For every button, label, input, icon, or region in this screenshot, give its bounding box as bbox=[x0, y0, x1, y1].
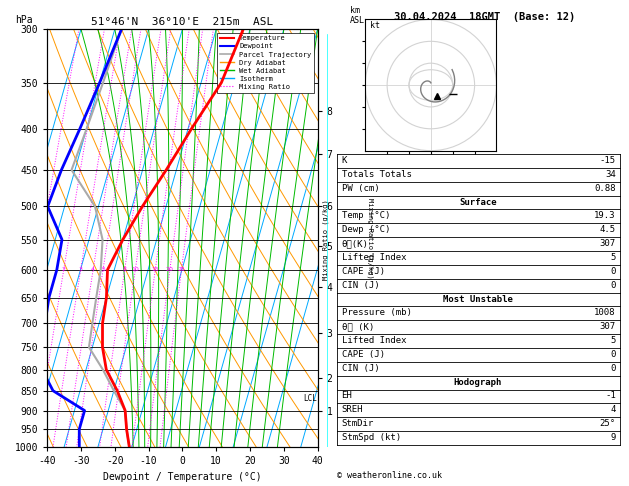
Text: SREH: SREH bbox=[342, 405, 363, 415]
Text: Dewp (°C): Dewp (°C) bbox=[342, 225, 390, 234]
Text: km
ASL: km ASL bbox=[350, 5, 365, 25]
Text: 0: 0 bbox=[610, 267, 616, 276]
Text: LCL: LCL bbox=[303, 394, 316, 403]
Text: 2: 2 bbox=[62, 267, 65, 272]
Text: Hodograph: Hodograph bbox=[454, 378, 502, 387]
Text: CIN (J): CIN (J) bbox=[342, 280, 379, 290]
Text: 25: 25 bbox=[177, 267, 186, 272]
Text: 3: 3 bbox=[79, 267, 82, 272]
Text: 307: 307 bbox=[599, 322, 616, 331]
Text: 4: 4 bbox=[91, 267, 95, 272]
Legend: Temperature, Dewpoint, Parcel Trajectory, Dry Adiabat, Wet Adiabat, Isotherm, Mi: Temperature, Dewpoint, Parcel Trajectory… bbox=[217, 33, 314, 93]
Text: 5: 5 bbox=[101, 267, 105, 272]
Text: EH: EH bbox=[342, 392, 352, 400]
Text: hPa: hPa bbox=[14, 15, 32, 25]
Text: © weatheronline.co.uk: © weatheronline.co.uk bbox=[337, 471, 442, 480]
Text: 0: 0 bbox=[610, 350, 616, 359]
Text: 10: 10 bbox=[131, 267, 139, 272]
Text: 30.04.2024  18GMT  (Base: 12): 30.04.2024 18GMT (Base: 12) bbox=[394, 12, 575, 22]
Text: StmDir: StmDir bbox=[342, 419, 374, 428]
X-axis label: Dewpoint / Temperature (°C): Dewpoint / Temperature (°C) bbox=[103, 472, 262, 482]
Text: 5: 5 bbox=[610, 336, 616, 345]
Text: CIN (J): CIN (J) bbox=[342, 364, 379, 373]
Text: 25°: 25° bbox=[599, 419, 616, 428]
Text: PW (cm): PW (cm) bbox=[342, 184, 379, 193]
Text: StmSpd (kt): StmSpd (kt) bbox=[342, 433, 401, 442]
Text: 4.5: 4.5 bbox=[599, 225, 616, 234]
Text: 307: 307 bbox=[599, 239, 616, 248]
Text: 19.3: 19.3 bbox=[594, 211, 616, 221]
Text: K: K bbox=[342, 156, 347, 165]
Text: 1008: 1008 bbox=[594, 308, 616, 317]
Text: 34: 34 bbox=[605, 170, 616, 179]
Text: Lifted Index: Lifted Index bbox=[342, 336, 406, 345]
Text: Temp (°C): Temp (°C) bbox=[342, 211, 390, 221]
Text: CAPE (J): CAPE (J) bbox=[342, 350, 384, 359]
Text: 0.88: 0.88 bbox=[594, 184, 616, 193]
Text: 0: 0 bbox=[610, 280, 616, 290]
Text: 4: 4 bbox=[610, 405, 616, 415]
Text: 8: 8 bbox=[123, 267, 126, 272]
Title: 51°46'N  36°10'E  215m  ASL: 51°46'N 36°10'E 215m ASL bbox=[91, 17, 274, 27]
Text: Totals Totals: Totals Totals bbox=[342, 170, 411, 179]
Text: -15: -15 bbox=[599, 156, 616, 165]
Text: CAPE (J): CAPE (J) bbox=[342, 267, 384, 276]
Text: Most Unstable: Most Unstable bbox=[443, 295, 513, 304]
Text: kt: kt bbox=[370, 21, 380, 30]
Text: θᴇ (K): θᴇ (K) bbox=[342, 322, 374, 331]
Text: 9: 9 bbox=[610, 433, 616, 442]
Text: 5: 5 bbox=[610, 253, 616, 262]
Text: 20: 20 bbox=[166, 267, 174, 272]
Text: Mixing Ratio (g/kg): Mixing Ratio (g/kg) bbox=[323, 199, 329, 280]
Text: 15: 15 bbox=[152, 267, 159, 272]
Text: Lifted Index: Lifted Index bbox=[342, 253, 406, 262]
Y-axis label: Mixing Ratio (g/kg): Mixing Ratio (g/kg) bbox=[367, 198, 374, 278]
Text: Pressure (mb): Pressure (mb) bbox=[342, 308, 411, 317]
Text: -1: -1 bbox=[605, 392, 616, 400]
Text: θᴇ(K): θᴇ(K) bbox=[342, 239, 369, 248]
Text: Surface: Surface bbox=[459, 197, 497, 207]
Text: 0: 0 bbox=[610, 364, 616, 373]
